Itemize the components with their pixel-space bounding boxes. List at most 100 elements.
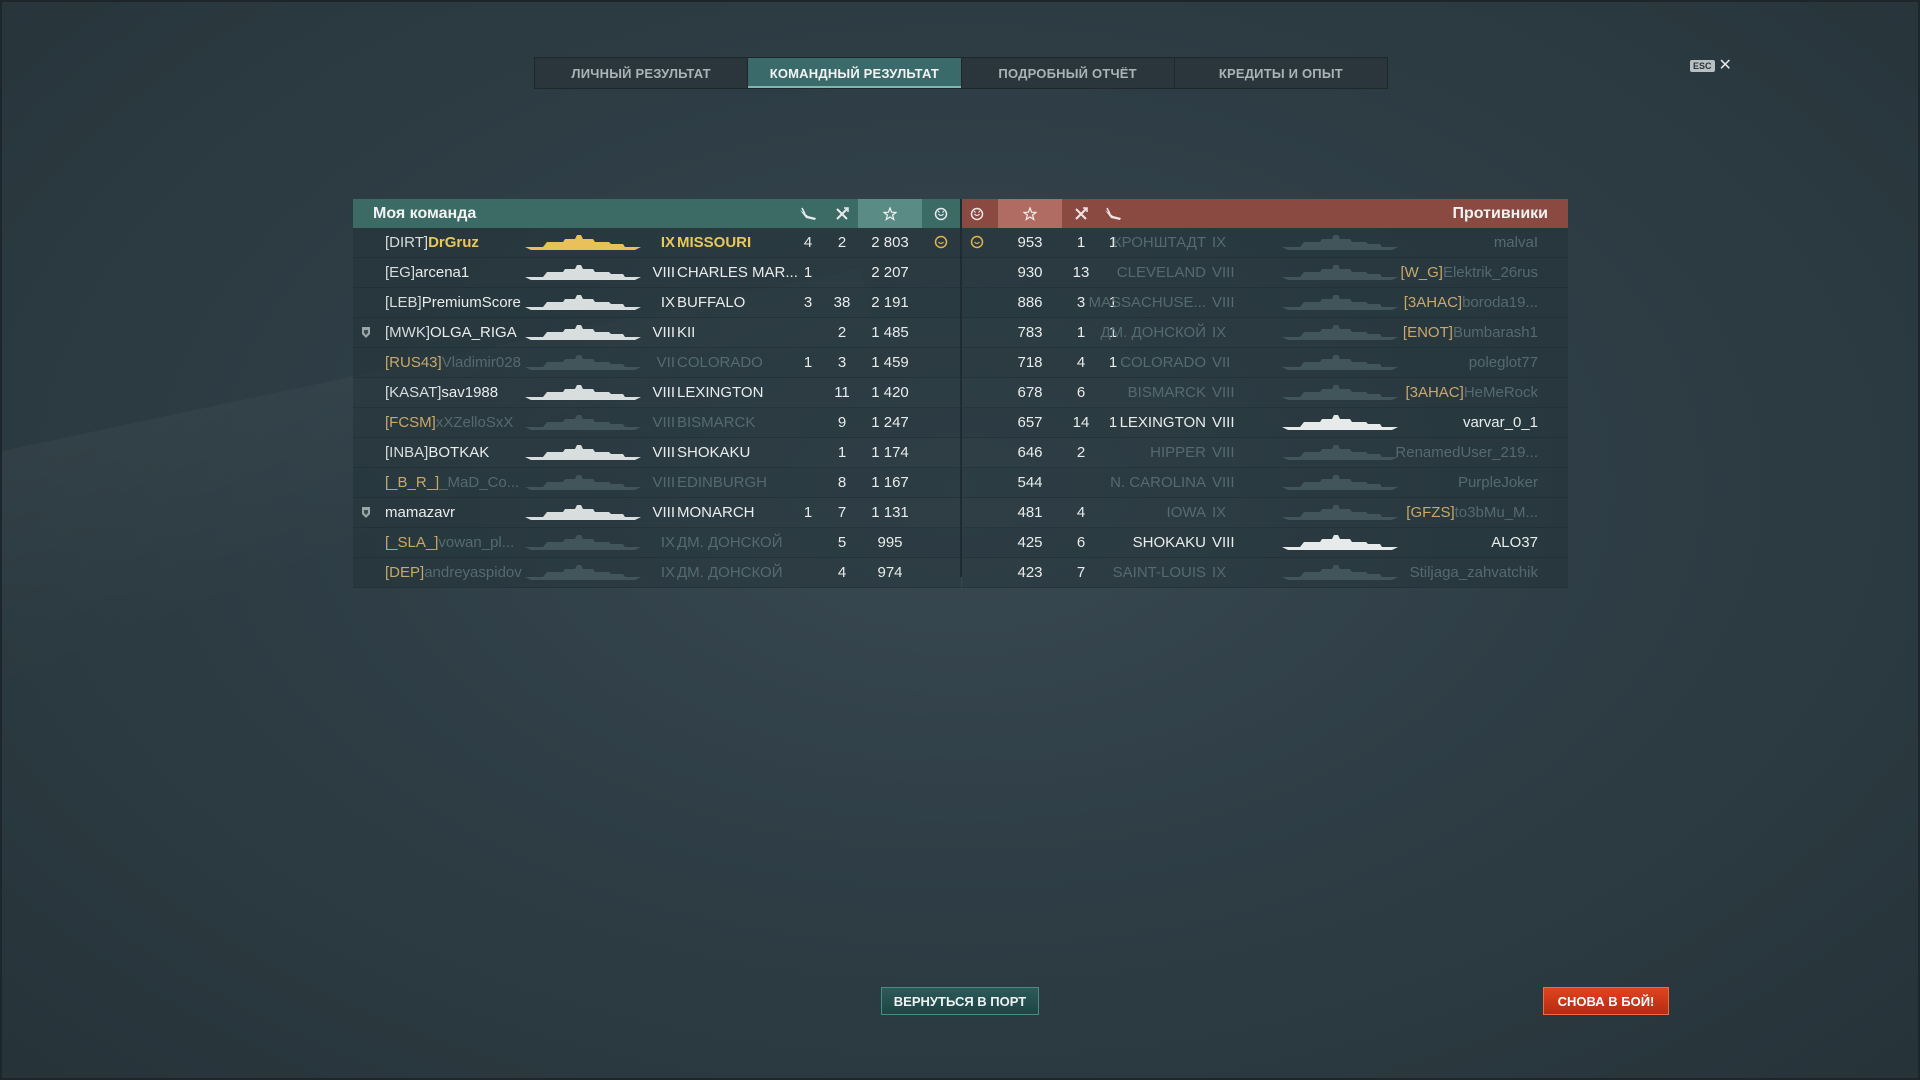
planes-count: 3 [803,294,813,311]
ship-tier: VIII [652,474,675,491]
my-team-table: Моя команда [DIRT]DrGruz IX MISSOURI 4 2 2 80… [353,199,961,588]
player-row[interactable]: [FCSM]xXZelloSxX VIII BISMARCK 9 1 247 [353,408,961,438]
player-name: [W_G]Elektrik_26rus [1400,258,1538,287]
experience-value: 886 [1017,294,1043,311]
experience-value: 425 [1017,534,1043,551]
player-row[interactable]: 646 2 HIPPER VIII RenamedUser_219... [962,438,1568,468]
kills-count [827,258,857,287]
ship-tier: VII [1212,354,1231,371]
player-row[interactable]: [LEB]PremiumScore IX BUFFALO 3 38 2 191 [353,288,961,318]
player-row[interactable]: 886 3 1 MASSACHUSE... VIII [3AHAC]boroda19... [962,288,1568,318]
ship-silhouette-icon [1280,263,1400,285]
ship-silhouette-icon [523,383,643,405]
ship-tier: VIII [1212,384,1235,401]
player-name: poleglot77 [1469,348,1538,377]
player-name: [ENOT]Bumbarash1 [1403,318,1538,347]
player-row[interactable]: [_SLA_]vowan_pl... IX ДМ. ДОНСКОЙ 5 995 [353,528,961,558]
player-row[interactable]: [MWK]OLGA_RIGA VIII KII 2 1 485 [353,318,961,348]
close-icon: ✕ [1718,57,1732,74]
player-nick: OLGA_RIGA [430,324,517,341]
return-to-port-button[interactable]: ВЕРНУТЬСЯ В ПОРТ [881,987,1039,1015]
player-name: varvar_0_1 [1463,408,1538,437]
ship-tier: VIII [652,414,675,431]
ship-name: SAINT-LOUIS [1112,564,1206,581]
planes-count: 1 [1108,354,1118,371]
player-row[interactable]: mamazavr VIII MONARCH 1 7 1 131 [353,498,961,528]
player-row[interactable]: 718 4 1 COLORADO VII poleglot77 [962,348,1568,378]
clan-tag: [DIRT] [385,234,429,251]
ship-tier: VIII [652,264,675,281]
tab-credits-xp[interactable]: КРЕДИТЫ И ОПЫТ [1218,65,1343,81]
player-row[interactable]: 425 6 SHOKAKU VIII ALO37 [962,528,1568,558]
clan-tag: [RUS43] [385,354,442,371]
player-name: Stiljaga_zahvatchik [1410,558,1538,587]
tab-team-result[interactable]: КОМАНДНЫЙ РЕЗУЛЬТАТ [748,58,962,88]
my-team-header: Моя команда [353,199,961,228]
kills-icon [1066,199,1096,228]
experience-value: 1 247 [871,414,909,431]
ship-silhouette-icon [1280,503,1400,525]
player-row[interactable]: [RUS43]Vladimir028 VII COLORADO 1 3 1 459 [353,348,961,378]
ship-name: ДМ. ДОНСКОЙ [1100,324,1207,341]
player-row[interactable]: [KASAT]sav1988 VIII LEXINGTON 11 1 420 [353,378,961,408]
planes-count [793,378,823,407]
ship-name: COLORADO [1120,354,1206,371]
player-name: mamazavr [385,498,455,527]
experience-value: 783 [1017,324,1043,341]
planes-count: 1 [803,354,813,371]
experience-value: 995 [877,534,903,551]
player-name: [_B_R_]_MaD_Co... [385,468,519,497]
battle-again-button[interactable]: СНОВА В БОЙ! [1543,987,1669,1015]
enemy-team-header: Противники [962,199,1568,228]
tab-bar: ЛИЧНЫЙ РЕЗУЛЬТАТ КОМАНДНЫЙ РЕЗУЛЬТАТ ПОД… [534,57,1388,89]
ship-silhouette-icon [1280,383,1400,405]
ship-silhouette-icon [1280,323,1400,345]
experience-value: 657 [1017,414,1043,431]
ship-tier: VIII [652,504,675,521]
player-row[interactable]: 930 13 CLEVELAND VIII [W_G]Elektrik_26rus [962,258,1568,288]
kills-count: 7 [1076,564,1086,581]
player-nick: ALO37 [1491,534,1538,551]
player-row[interactable]: 783 1 1 ДМ. ДОНСКОЙ IX [ENOT]Bumbarash1 [962,318,1568,348]
player-row[interactable]: 423 7 SAINT-LOUIS IX Stiljaga_zahvatchik [962,558,1568,588]
player-row[interactable]: [EG]arcena1 VIII CHARLES MAR... 1 2 207 [353,258,961,288]
planes-count [1098,438,1128,467]
ship-name: ДМ. ДОНСКОЙ [677,534,783,551]
ship-name: N. CAROLINA [1110,474,1206,491]
planes-count [793,408,823,437]
planes-count [793,468,823,497]
player-name: [DIRT]DrGruz [385,228,479,257]
player-row[interactable]: 657 14 1 LEXINGTON VIII varvar_0_1 [962,408,1568,438]
player-row[interactable]: [DEP]andreyaspidov IX ДМ. ДОНСКОЙ 4 974 [353,558,961,588]
player-row[interactable]: [_B_R_]_MaD_Co... VIII EDINBURGH 8 1 167 [353,468,961,498]
tab-detailed-report[interactable]: ПОДРОБНЫЙ ОТЧЁТ [962,58,1175,88]
ship-tier: VIII [1212,414,1235,431]
ship-tier: IX [1212,504,1227,521]
kills-count: 4 [1076,354,1086,371]
player-row[interactable]: [DIRT]DrGruz IX MISSOURI 4 2 2 803 [353,228,961,258]
kills-count: 4 [837,564,847,581]
player-row[interactable]: 953 1 1 КРОНШТАДТ IX malvaI [962,228,1568,258]
my-team-rows: [DIRT]DrGruz IX MISSOURI 4 2 2 803 [EG]arcena1… [353,228,961,588]
planes-count [1098,498,1128,527]
experience-value: 974 [877,564,903,581]
kills-count: 1 [1076,324,1086,341]
kills-count: 5 [837,534,847,551]
player-row[interactable]: 544 N. CAROLINA VIII PurpleJoker [962,468,1568,498]
kills-count [1066,468,1096,497]
player-row[interactable]: 678 6 BISMARCK VIII [3AHAC]HeMeRock [962,378,1568,408]
close-button[interactable]: ESC ✕ [1690,57,1732,74]
ship-tier: VIII [1212,474,1235,491]
clan-tag: [LEB] [385,294,422,311]
ship-silhouette-icon [1280,413,1400,435]
player-row[interactable]: 481 4 IOWA IX [GFZS]to3bMu_M... [962,498,1568,528]
planes-count: 1 [803,264,813,281]
player-row[interactable]: [INBA]BOTKAK VIII SHOKAKU 1 1 174 [353,438,961,468]
ship-silhouette-icon [523,443,643,465]
clan-tag: [W_G] [1400,264,1443,281]
planes-shot-icon [1098,199,1128,228]
player-name: ALO37 [1491,528,1538,557]
tab-personal-result[interactable]: ЛИЧНЫЙ РЕЗУЛЬТАТ [535,58,749,88]
ship-tier: VIII [1212,534,1235,551]
ship-tier: VIII [652,444,675,461]
